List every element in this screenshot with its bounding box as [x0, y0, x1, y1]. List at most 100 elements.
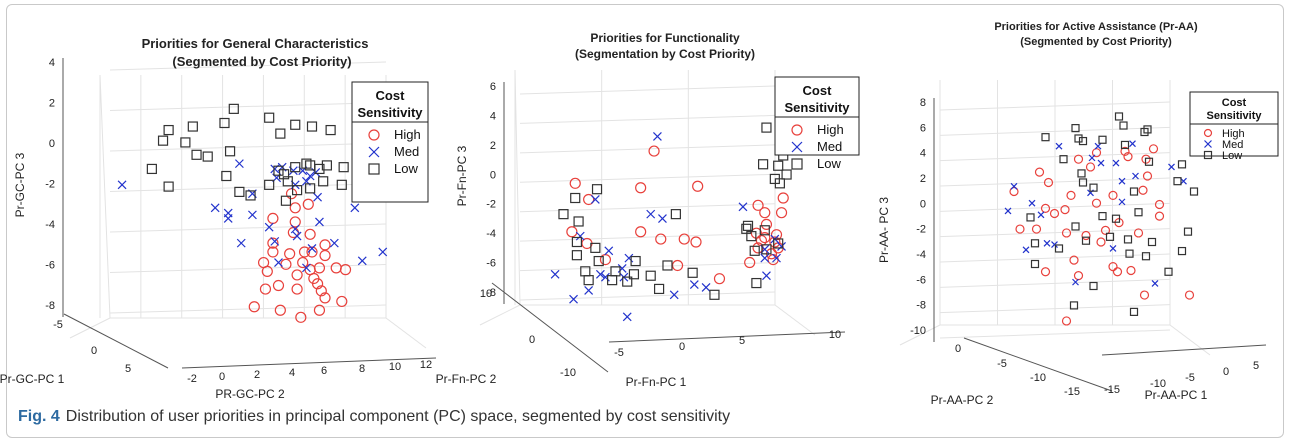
- legend: Cost Sensitivity High Med Low: [351, 81, 429, 203]
- data-point-high: [583, 193, 595, 206]
- marker-stroke: [311, 168, 321, 177]
- data-point-low: [1081, 236, 1091, 245]
- data-point-low: [1089, 183, 1098, 192]
- y-tick-label: -10: [1030, 372, 1046, 384]
- data-point-med: [305, 171, 315, 181]
- data-point-low: [146, 163, 157, 175]
- floor-line: [385, 317, 427, 349]
- data-point-low: [180, 137, 191, 148]
- marker-stroke: [1151, 279, 1159, 287]
- grid-lines: [479, 69, 816, 336]
- marker-stroke: [1037, 211, 1045, 219]
- marker-stroke: [658, 214, 667, 223]
- figure-frame: [6, 4, 1284, 438]
- z-tick-label: -2: [486, 199, 496, 211]
- x-tick-label: 5: [1253, 360, 1259, 372]
- x-tick-label: 6: [321, 365, 327, 377]
- data-point-low: [292, 185, 303, 196]
- legend-title: Cost: [1222, 97, 1247, 109]
- data-point-low: [761, 244, 772, 255]
- data-point-med: [772, 253, 781, 263]
- data-point-high: [1108, 190, 1118, 201]
- data-point-low: [1177, 160, 1187, 169]
- data-point-high: [635, 226, 647, 238]
- data-point-low: [191, 149, 202, 160]
- z-tick-label: -4: [916, 249, 926, 261]
- data-point-med: [1051, 241, 1058, 249]
- data-point-med: [274, 258, 283, 267]
- data-point-high: [272, 279, 285, 292]
- data-point-high: [315, 285, 327, 297]
- chart-panel-1: 4 2 0 -2 -4 -6 -8 -5 0 5 -2 0 2 4 6 8 10 12 PR-GC-PC 2 Pr-G…: [0, 36, 437, 401]
- axes: [62, 58, 437, 369]
- data-point-high: [319, 292, 331, 304]
- data-point-low: [1074, 134, 1083, 143]
- data-point-med: [210, 203, 220, 213]
- marker-stroke: [569, 294, 578, 304]
- data-point-med: [1168, 163, 1175, 171]
- data-point-high: [298, 246, 311, 258]
- z-tick-label: -6: [916, 274, 926, 286]
- legend-label: Med: [1222, 139, 1243, 151]
- legend-title: Sensitivity: [784, 100, 850, 115]
- z-tick-label: -8: [45, 300, 55, 312]
- data-point-low: [558, 209, 569, 220]
- data-point-med: [762, 271, 771, 281]
- data-point-high: [713, 273, 726, 285]
- data-point-med: [1118, 198, 1126, 206]
- data-point-high: [769, 236, 781, 248]
- x-tick-label: 2: [254, 369, 260, 381]
- legend-marker-med: [791, 141, 803, 153]
- z-tick-label: 6: [490, 81, 496, 93]
- legend-label: High: [1222, 128, 1245, 140]
- figure-caption: Fig. 4 Distribution of user priorities in…: [18, 408, 730, 426]
- data-point-high: [690, 236, 702, 248]
- z-tick-label: 4: [490, 110, 496, 122]
- data-point-low: [1143, 125, 1152, 134]
- data-point-med: [1043, 239, 1051, 247]
- x-tick-label: -5: [614, 347, 624, 359]
- z-grid-line: [939, 329, 1171, 339]
- marker-stroke: [223, 213, 233, 223]
- data-point-low: [1114, 112, 1124, 121]
- legend-label: Low: [394, 161, 418, 176]
- data-point-low: [228, 103, 239, 114]
- marker-stroke: [689, 280, 699, 289]
- marker-stroke: [357, 256, 367, 266]
- floor-line: [1169, 324, 1211, 356]
- series-high: [248, 188, 352, 323]
- x-tick-label: 0: [219, 371, 225, 383]
- data-point-med: [689, 280, 699, 289]
- data-point-low: [305, 183, 316, 194]
- data-point-low: [662, 260, 673, 271]
- marker-stroke: [236, 238, 246, 248]
- data-point-high: [1091, 198, 1102, 208]
- data-point-low: [280, 195, 292, 206]
- series-med: [1004, 140, 1187, 287]
- y-tick-label: 5: [125, 363, 131, 375]
- data-point-med: [1118, 177, 1126, 185]
- marker-stroke: [584, 285, 594, 295]
- legend-marker-high: [1203, 128, 1213, 138]
- data-point-high: [1091, 148, 1102, 158]
- marker-stroke: [1010, 182, 1018, 190]
- data-point-high: [1139, 290, 1150, 300]
- data-point-high: [777, 192, 789, 204]
- z-grid-line: [519, 291, 776, 301]
- data-point-low: [1105, 232, 1115, 241]
- marker-stroke: [701, 283, 711, 292]
- data-point-high: [566, 226, 578, 238]
- data-point-high: [291, 283, 303, 295]
- z-tick-label: 0: [920, 198, 926, 210]
- chart-title: Priorities for Active Assistance (Pr-AA): [994, 21, 1198, 33]
- data-point-low: [773, 160, 784, 171]
- data-point-high: [1040, 267, 1051, 277]
- z-tick-label: 0: [49, 138, 55, 150]
- z-axis-label: Pr-GC-PC 3: [13, 152, 27, 217]
- data-point-low: [273, 165, 284, 176]
- y-axis-label: Pr-Fn-PC 2: [436, 372, 497, 386]
- data-point-low: [630, 255, 641, 267]
- data-point-high: [336, 295, 348, 308]
- marker-stroke: [1055, 142, 1063, 150]
- data-point-low: [290, 162, 301, 173]
